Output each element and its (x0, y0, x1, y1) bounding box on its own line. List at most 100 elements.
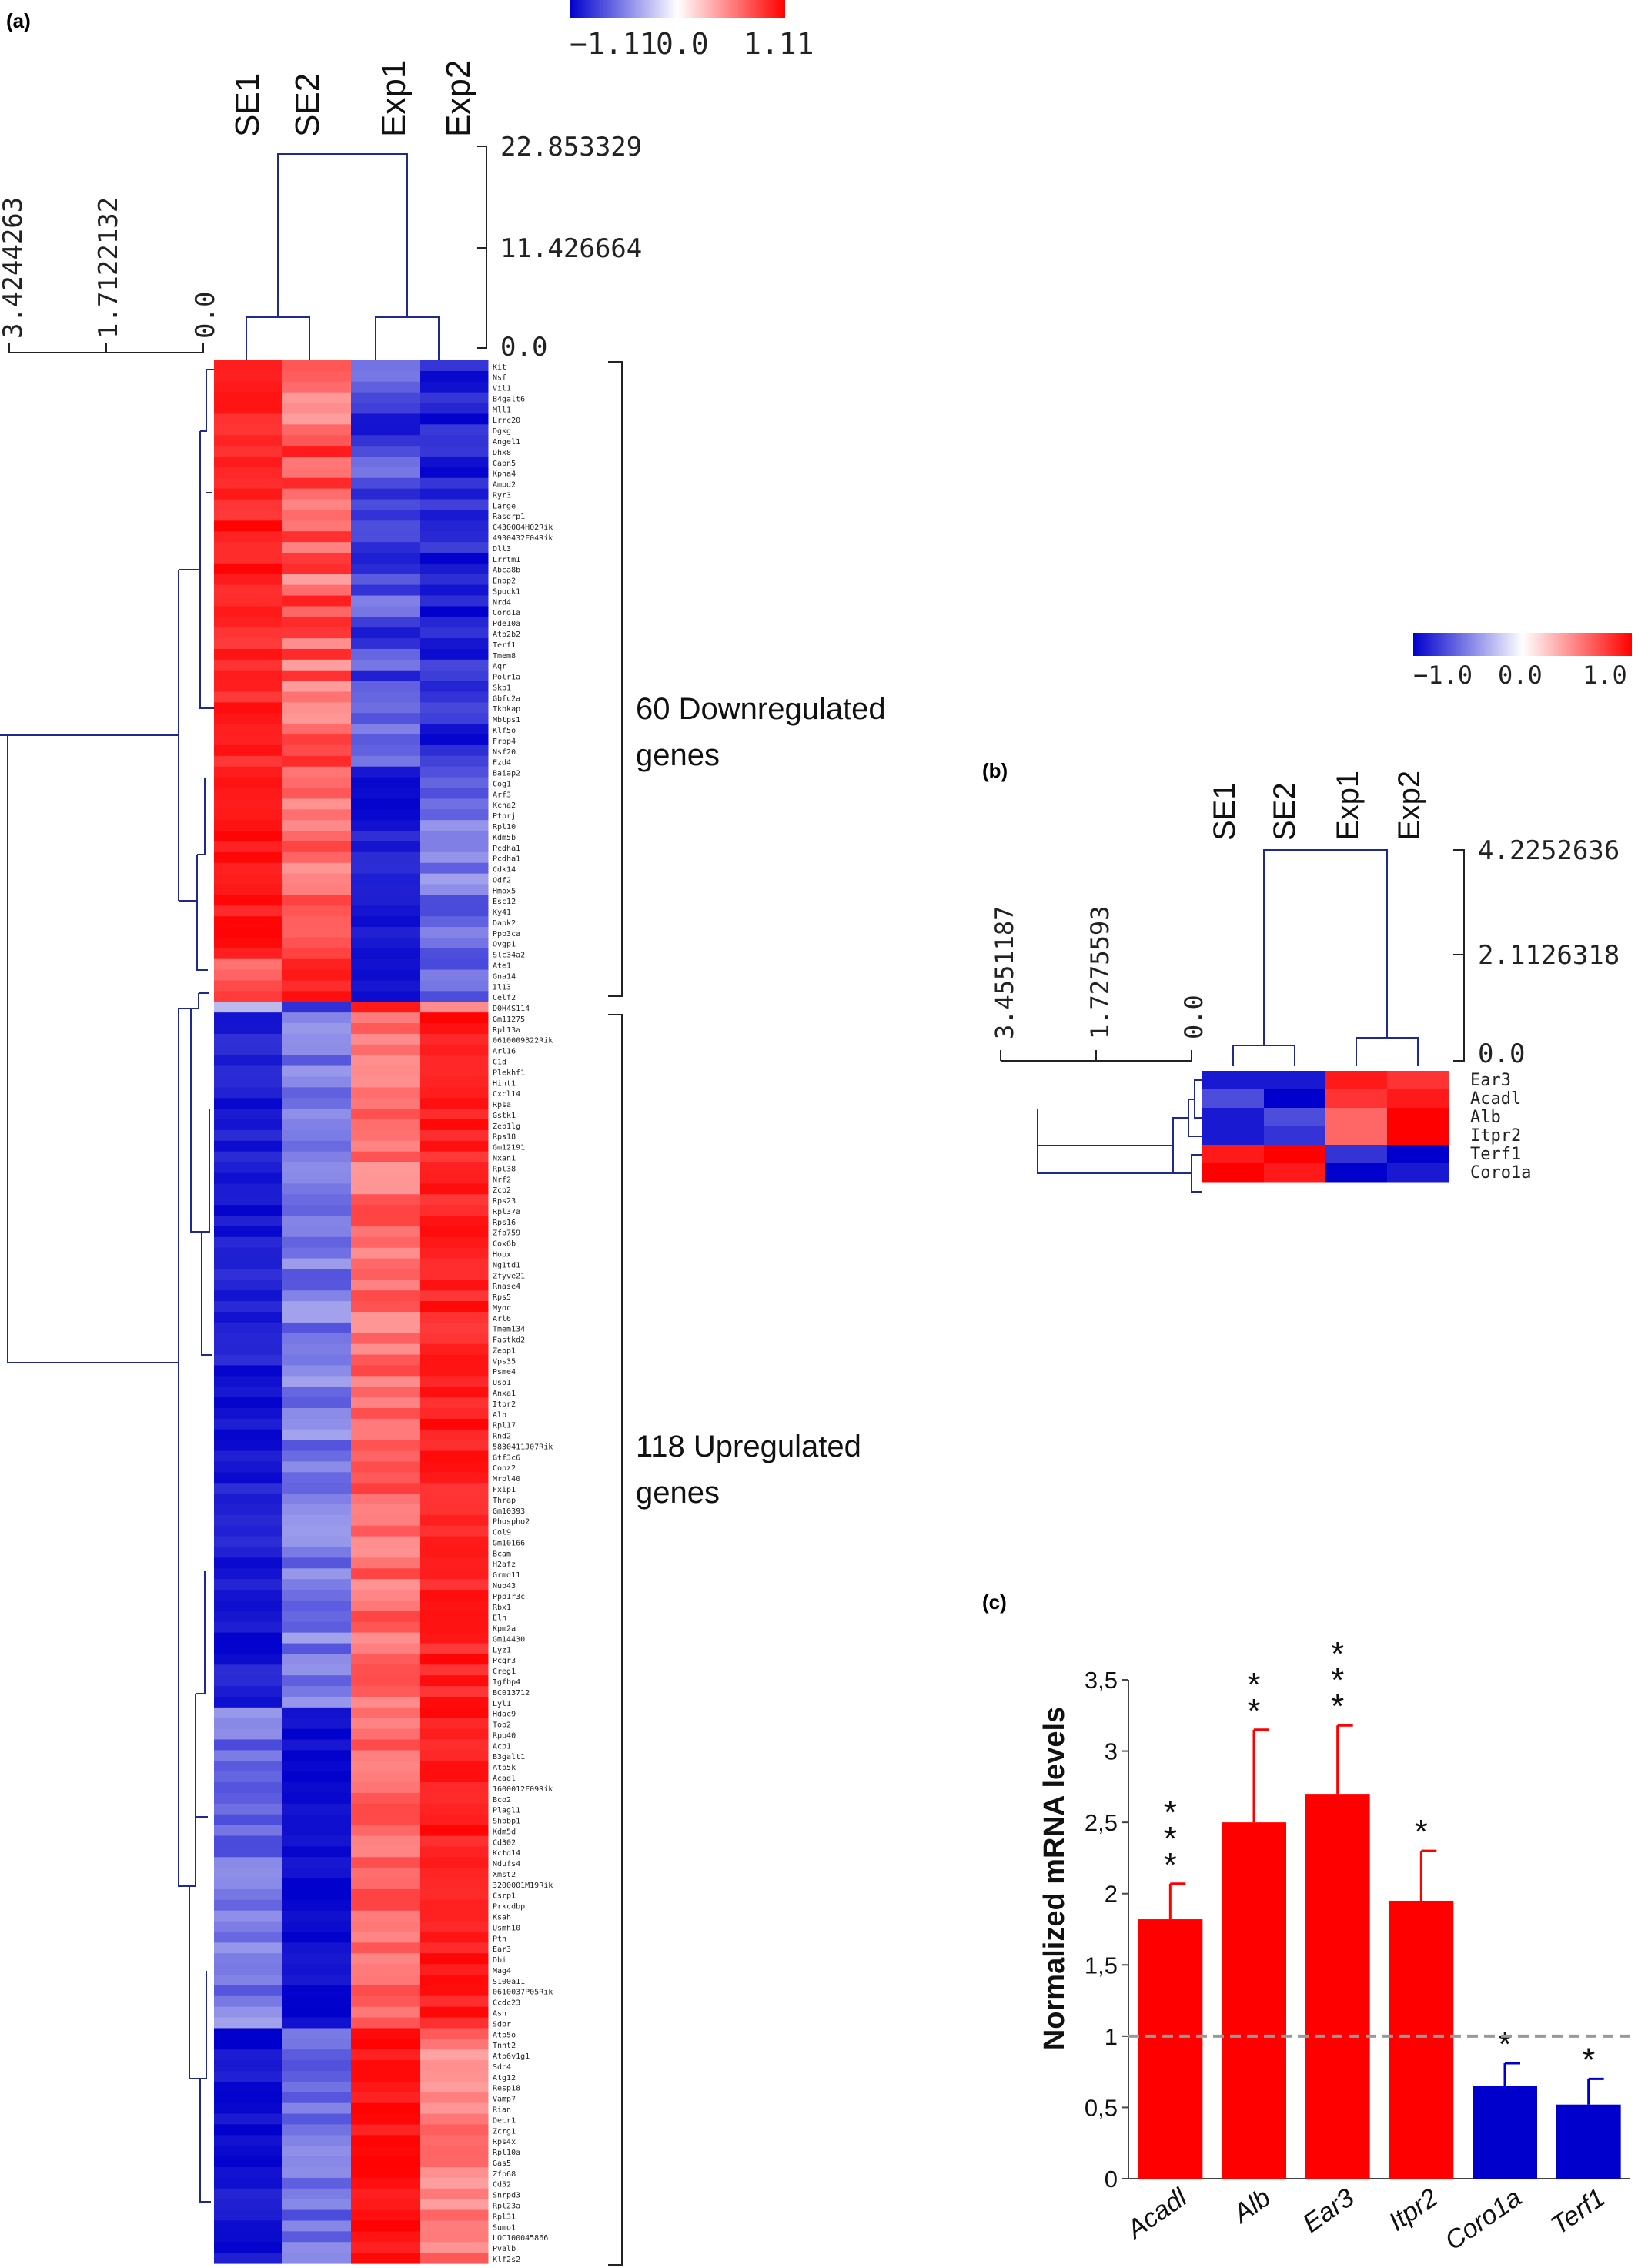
significance-star: * (1247, 1666, 1260, 1704)
heatmap-cell (214, 456, 283, 468)
heatmap-cell (214, 1280, 283, 1291)
heatmap-cell (214, 2102, 283, 2115)
heatmap-cell (351, 1407, 420, 1420)
heatmap-cell (1387, 1145, 1449, 1164)
heatmap-cell (282, 2102, 352, 2115)
heatmap-cell (214, 617, 283, 628)
heatmap-cell (351, 2220, 420, 2232)
heatmap-cell (420, 1098, 489, 1109)
heatmap-cell (351, 1301, 420, 1313)
colorbar-a-mid: 0.0 (656, 27, 709, 61)
heatmap-cell (420, 648, 489, 661)
heatmap-cell (214, 435, 283, 447)
heatmap-cell (420, 2253, 489, 2264)
gene-label: Rpl17 (493, 1422, 516, 1430)
heatmap-a (214, 360, 489, 2264)
heatmap-cell (214, 1696, 283, 1708)
heatmap-cell (351, 1696, 420, 1708)
heatmap-cell (214, 1932, 283, 1943)
heatmap-cell (351, 1333, 420, 1345)
heatmap-cell (351, 1953, 420, 1965)
heatmap-cell (420, 1888, 489, 1901)
heatmap-cell (420, 520, 489, 532)
heatmap-cell (351, 2102, 420, 2115)
heatmap-cell (420, 1590, 489, 1601)
heatmap-cell (351, 1312, 420, 1323)
heatmap-cell (282, 499, 352, 511)
gene-label: Ccdc23 (493, 1999, 520, 2008)
gene-label: Tmem134 (493, 1326, 525, 1334)
heatmap-cell (351, 1995, 420, 2008)
heatmap-cell (214, 1750, 283, 1761)
heatmap-cell (214, 2081, 283, 2093)
gene-label: Rpsa (493, 1101, 511, 1109)
x-tick-label: Itpr2 (1383, 2183, 1443, 2236)
heatmap-cell (420, 1782, 489, 1794)
gene-label: Nsf20 (493, 748, 516, 757)
heatmap-cell (420, 1514, 489, 1527)
gene-label: Ng1td1 (493, 1261, 520, 1269)
colorbar-b-mid: 0.0 (1498, 661, 1543, 690)
heatmap-cell (420, 2092, 489, 2104)
heatmap-cell (282, 820, 352, 831)
heatmap-cell (282, 1387, 352, 1398)
gene-label: B4galt6 (493, 395, 525, 403)
gene-label: Lyl1 (493, 1700, 511, 1708)
heatmap-cell (420, 2071, 489, 2082)
gene-label: Nsf (493, 374, 506, 383)
heatmap-cell (214, 1258, 283, 1270)
bar (1138, 1919, 1203, 2179)
heatmap-cell (420, 1803, 489, 1815)
scale-tick-label: 4.2252636 (1478, 835, 1620, 866)
gene-label: Arl16 (493, 1048, 516, 1056)
heatmap-cell (214, 713, 283, 724)
heatmap-cell (351, 2135, 420, 2146)
heatmap-cell (351, 1472, 420, 1484)
heatmap-cell (351, 1183, 420, 1195)
heatmap-cell (282, 1878, 352, 1890)
gene-label: Ate1 (493, 962, 511, 971)
gene-label: Tob2 (493, 1721, 511, 1730)
heatmap-cell (214, 1418, 283, 1430)
heatmap-cell (420, 1814, 489, 1826)
heatmap-cell (214, 1782, 283, 1794)
gene-label: Terf1 (1470, 1145, 1521, 1164)
gene-label: Cd302 (493, 1838, 516, 1847)
heatmap-cell (420, 991, 489, 1002)
heatmap-cell (282, 392, 352, 404)
y-tick-label: 1 (1105, 2023, 1118, 2050)
heatmap-cell (351, 1525, 420, 1537)
heatmap-cell (214, 2209, 283, 2222)
heatmap-cell (282, 2167, 352, 2179)
gene-label: Rnase4 (493, 1283, 520, 1291)
gene-label: Zeb1lg (493, 1122, 520, 1131)
heatmap-cell (351, 820, 420, 831)
heatmap-cell (282, 1172, 352, 1184)
heatmap-cell (282, 2060, 352, 2072)
heatmap-cell (351, 724, 420, 735)
heatmap-cell (420, 606, 489, 617)
heatmap-cell (214, 595, 283, 607)
heatmap-cell (214, 1910, 283, 1922)
heatmap-cell (351, 691, 420, 704)
heatmap-cell (214, 638, 283, 650)
colorbar-b: −1.0 0.0 1.0 (1413, 633, 1632, 690)
heatmap-cell (420, 456, 489, 468)
heatmap-cell (214, 2006, 283, 2019)
heatmap-cell (214, 1846, 283, 1858)
heatmap-cell (282, 948, 352, 960)
heatmap-cell (282, 1718, 352, 1730)
heatmap-cell (1202, 1071, 1265, 1090)
gene-label: Arf3 (493, 791, 511, 799)
gene-label: Uso1 (493, 1379, 511, 1387)
heatmap-cell (351, 1846, 420, 1858)
gene-label: Frbp4 (493, 738, 516, 746)
gene-label: Atp5o (493, 2031, 516, 2039)
heatmap-cell (282, 1932, 352, 1943)
down-group-label: 60 Downregulated (636, 692, 886, 726)
heatmap-cell (282, 456, 352, 468)
heatmap-cell (282, 1216, 352, 1227)
gene-label: Gna14 (493, 972, 516, 981)
heatmap-cell (351, 744, 420, 757)
